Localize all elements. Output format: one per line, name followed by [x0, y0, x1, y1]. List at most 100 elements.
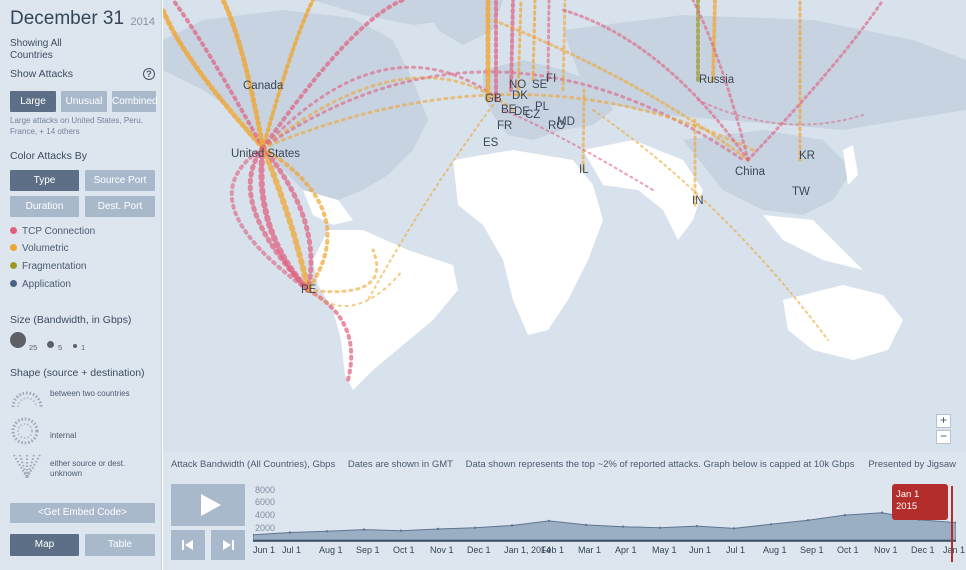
label-pl: PL — [535, 101, 550, 113]
size-legend: 25 5 1 — [10, 331, 155, 352]
timeline-panel: Attack Bandwidth (All Countries), Gbps D… — [163, 452, 966, 570]
x-tick: May 1 — [652, 545, 677, 555]
label-no: NO — [509, 79, 527, 91]
fragmentation-color-swatch — [10, 262, 17, 269]
skip-forward-arrow-icon — [223, 540, 231, 550]
map-view-button[interactable]: Map — [10, 534, 79, 556]
shape-between-countries: between two countries — [10, 387, 155, 419]
current-date-line — [951, 486, 953, 562]
ring-shape-icon — [11, 417, 39, 445]
legend-application: Application — [10, 279, 71, 291]
shape-internal: internal — [10, 417, 155, 449]
bandwidth-point — [436, 527, 440, 531]
size-5-label: 5 — [58, 343, 63, 352]
combined-attacks-button[interactable]: Combined — [112, 91, 158, 112]
x-tick: Aug 1 — [319, 545, 343, 555]
large-attacks-button[interactable]: Large — [10, 91, 56, 112]
marker-year: 2015 — [896, 501, 918, 512]
legend-tcp-connection: TCP Connection — [10, 226, 95, 238]
bandwidth-point — [880, 511, 884, 514]
size-legend-title: Size (Bandwidth, in Gbps) — [10, 314, 132, 326]
label-tw: TW — [792, 186, 810, 198]
color-by-duration-button[interactable]: Duration — [10, 196, 79, 217]
next-day-button[interactable] — [211, 530, 245, 560]
tcp-color-swatch — [10, 227, 17, 234]
arc-shape-icon — [11, 391, 43, 408]
y-tick: 4000 — [254, 510, 275, 520]
size-25-label: 25 — [29, 343, 38, 352]
bandwidth-point — [547, 519, 551, 523]
bandwidth-point — [843, 513, 847, 517]
color-by-source-port-button[interactable]: Source Port — [85, 170, 155, 191]
x-tick: Nov 1 — [874, 545, 898, 555]
shape-label: internal — [50, 431, 77, 440]
attack-description: Large attacks on United States, Peru, Fr… — [10, 116, 143, 136]
unusual-attacks-button[interactable]: Unusual — [61, 91, 107, 112]
bandwidth-point — [362, 528, 366, 531]
label-es: ES — [483, 137, 499, 149]
data-note: Data shown represents the top ~2% of rep… — [465, 459, 855, 470]
bandwidth-point — [253, 533, 255, 536]
label-kr: KR — [799, 150, 815, 162]
bandwidth-point — [584, 523, 588, 527]
current-date-marker[interactable]: Jan 1 2015 — [892, 484, 948, 520]
bandwidth-point — [621, 525, 625, 528]
x-tick: Oct 1 — [837, 545, 859, 555]
shape-label: between two countries — [50, 389, 130, 398]
size-1-label: 1 — [81, 343, 86, 352]
bandwidth-point — [325, 530, 329, 533]
x-tick: Jul 1 — [282, 545, 302, 555]
show-attacks-label: Show Attacks — [10, 68, 74, 80]
previous-day-button[interactable] — [171, 530, 205, 560]
y-tick: 2000 — [254, 523, 275, 533]
size-1-dot — [73, 344, 77, 348]
label-pe: PE — [301, 284, 317, 296]
sidebar: December 31 2014 Showing All Countries S… — [0, 0, 162, 570]
bandwidth-point — [732, 527, 736, 530]
zoom-out-button[interactable]: − — [936, 430, 951, 444]
label-china: China — [735, 166, 766, 178]
zoom-in-button[interactable]: + — [936, 414, 951, 428]
bandwidth-point — [658, 526, 662, 529]
color-by-type-button[interactable]: Type — [10, 170, 79, 191]
world-map[interactable]: Canada United States PE GB NO DK SE FI B… — [163, 0, 966, 452]
date-title: December 31 — [10, 8, 125, 29]
map-canvas — [163, 0, 966, 390]
showing-filter-label: Showing All Countries — [10, 38, 62, 61]
label-fi: FI — [546, 73, 557, 85]
label-ro: RO — [548, 120, 566, 132]
x-tick: Dec 1 — [467, 545, 491, 555]
x-tick: Sep 1 — [356, 545, 380, 555]
label-gb: GB — [485, 93, 502, 105]
bandwidth-point — [510, 524, 514, 527]
timeline-header: Attack Bandwidth (All Countries), Gbps D… — [171, 459, 865, 470]
date-header: December 31 2014 — [10, 8, 155, 34]
label-md: MD — [557, 116, 575, 128]
show-attacks-row: Show Attacks ? — [10, 68, 155, 84]
application-color-swatch — [10, 280, 17, 287]
get-embed-code-button[interactable]: <Get Embed Code> — [10, 503, 155, 523]
table-view-button[interactable]: Table — [85, 534, 155, 556]
label-be: BE — [501, 104, 517, 116]
timeline-title: Attack Bandwidth (All Countries), Gbps — [171, 459, 336, 470]
skip-forward-icon — [232, 540, 234, 550]
bandwidth-area-chart — [253, 511, 956, 542]
x-tick: Jun 1 — [689, 545, 712, 555]
x-tick: Feb 1 — [541, 545, 565, 555]
volumetric-color-swatch — [10, 244, 17, 251]
label-de: DE — [514, 106, 530, 118]
label-united-states: United States — [231, 148, 301, 160]
label-fr: FR — [497, 120, 513, 132]
bandwidth-chart[interactable]: 8000 6000 4000 2000 Jun 1 Jul 1 Aug 1 Sep 1… — [253, 482, 965, 570]
bandwidth-point — [399, 529, 403, 532]
play-button[interactable] — [171, 484, 245, 526]
play-icon — [201, 494, 221, 516]
size-5-dot — [47, 341, 54, 348]
help-icon[interactable]: ? — [143, 68, 155, 80]
legend-label: TCP Connection — [22, 226, 96, 237]
x-tick: Sep 1 — [800, 545, 824, 555]
timezone-note: Dates are shown in GMT — [347, 459, 453, 470]
color-by-dest-port-button[interactable]: Dest. Port — [85, 196, 155, 217]
label-russia: Russia — [699, 74, 735, 86]
x-tick: Apr 1 — [615, 545, 637, 555]
